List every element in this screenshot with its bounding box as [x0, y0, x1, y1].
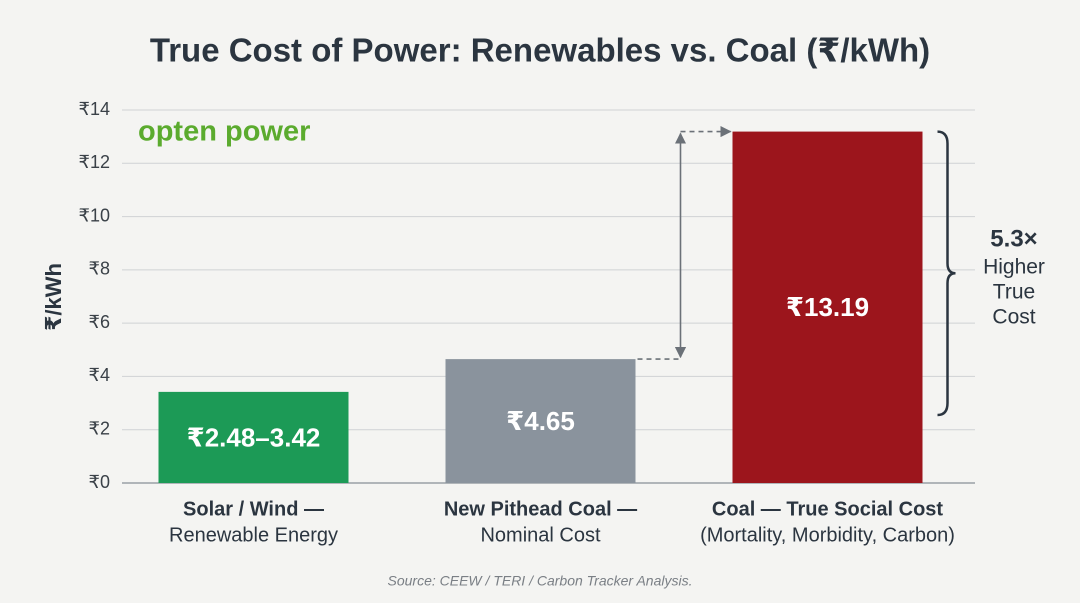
y-tick-label: ₹2 — [89, 418, 110, 438]
x-tick-sublabel: (Mortality, Morbidity, Carbon) — [700, 524, 955, 546]
logo: opten power — [138, 116, 310, 148]
bracket — [937, 130, 956, 417]
chart-title: True Cost of Power: Renewables vs. Coal … — [150, 32, 930, 69]
x-tick-label: Coal — True Social Cost — [712, 498, 944, 520]
x-tick-label: Solar / Wind — — [183, 498, 324, 520]
source: Source: CEEW / TERI / Carbon Tracker Ana… — [388, 573, 693, 589]
y-tick-label: ₹6 — [89, 312, 110, 332]
annotation-headline: 5.3× — [990, 225, 1037, 252]
y-tick-label: ₹10 — [79, 205, 110, 225]
value-label: ₹2.48–3.42 — [187, 422, 321, 452]
y-axis-label: ₹/kWh — [41, 263, 66, 331]
y-tick-label: ₹0 — [89, 472, 110, 492]
y-tick-label: ₹12 — [79, 152, 110, 172]
bar — [445, 359, 636, 483]
x-tick-label: New Pithead Coal — — [444, 498, 637, 520]
value-label: ₹13.19 — [786, 292, 869, 322]
annotation-text: Cost — [992, 306, 1035, 329]
y-tick-label: ₹4 — [89, 365, 110, 385]
y-tick-label: ₹14 — [79, 99, 110, 119]
x-tick-sublabel: Renewable Energy — [169, 524, 338, 546]
y-tick-label: ₹8 — [89, 259, 110, 279]
annotation-text: True — [993, 281, 1035, 304]
bar — [158, 391, 349, 483]
value-label: ₹4.65 — [506, 406, 575, 436]
annotation-text: Higher — [983, 256, 1045, 279]
x-tick-sublabel: Nominal Cost — [480, 524, 600, 546]
bar — [732, 131, 923, 483]
